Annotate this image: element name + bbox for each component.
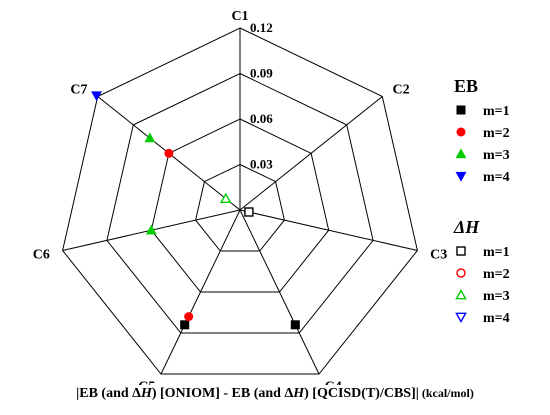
legend-marker: [456, 268, 466, 278]
data-point: [244, 207, 254, 217]
radial-tick-label: 0.09: [250, 66, 273, 81]
axis-labels: C1 C2 C3 C4 C5 C6 C7: [33, 9, 447, 385]
legend-entry-label: m=2: [483, 126, 510, 141]
data-point: [180, 320, 190, 330]
radial-tick-label: 0.12: [250, 20, 273, 35]
caption-delta-2: Δ: [284, 386, 294, 401]
legend-entry-label: m=2: [483, 267, 510, 282]
caption-delta: Δ: [132, 386, 141, 401]
legend-entry-label: m=3: [483, 148, 510, 163]
axis-label: C2: [393, 82, 410, 97]
axis-label: C7: [70, 82, 87, 97]
legend-marker: [455, 148, 467, 159]
data-point: [91, 91, 102, 102]
axis-spoke: [160, 209, 241, 375]
data-point: [219, 192, 232, 204]
grid-ring: [106, 72, 374, 334]
radial-tick-label: 0.03: [250, 157, 273, 172]
data-point: [290, 320, 300, 330]
axis-label: C1: [231, 9, 248, 24]
data-point: [144, 132, 156, 143]
legend-group-title: EB: [454, 76, 478, 96]
legend-entry-label: m=4: [483, 311, 510, 326]
axis-spoke: [239, 209, 320, 375]
legend-group-title: ΔH: [453, 217, 480, 237]
caption-h: H: [140, 386, 152, 401]
legend-marker: [456, 105, 466, 115]
legend-marker: [455, 171, 467, 182]
legend-marker: [456, 127, 466, 137]
data-point: [184, 312, 194, 322]
legend-entry-label: m=3: [483, 289, 510, 304]
legend-marker: [455, 288, 467, 300]
chart-caption: |EB (and ΔH) [ONIOM] - EB (and ΔH) [QCIS…: [0, 386, 550, 402]
legend-marker: [456, 246, 466, 256]
axis-label: C5: [138, 380, 155, 385]
radial-tick-label: 0.06: [250, 111, 273, 126]
axis-spoke: [239, 96, 383, 211]
axis-label: C6: [33, 247, 50, 262]
radar-grid: [62, 27, 418, 375]
data-markers: [91, 91, 300, 330]
legend-entry-label: m=1: [483, 104, 510, 119]
legend-entry-label: m=4: [483, 170, 510, 185]
axis-label: C4: [325, 380, 342, 385]
data-point: [145, 224, 157, 235]
legend-entry-label: m=1: [483, 245, 510, 260]
axis-label: C3: [430, 247, 447, 262]
axis-spoke: [239, 209, 418, 251]
data-point: [164, 148, 174, 158]
radial-tick-labels: 0.03 0.06 0.09 0.12: [250, 20, 273, 172]
grid-ring: [62, 27, 418, 375]
legend-marker: [455, 312, 467, 324]
caption-part-1: |EB (and: [76, 386, 133, 401]
caption-part-3: ) [QCISD(T)/CBS]|: [304, 386, 419, 401]
caption-units: (kcal/mol): [418, 386, 474, 400]
caption-part-2: ) [ONIOM] - EB (and: [151, 386, 285, 401]
caption-h-2: H: [293, 386, 305, 401]
grid-ring: [195, 163, 285, 252]
grid-ring: [150, 118, 330, 293]
radar-chart: 0.03 0.06 0.09 0.12 C1 C2 C3 C4 C5 C6 C7 EB m=1 m=2…: [33, 9, 510, 385]
